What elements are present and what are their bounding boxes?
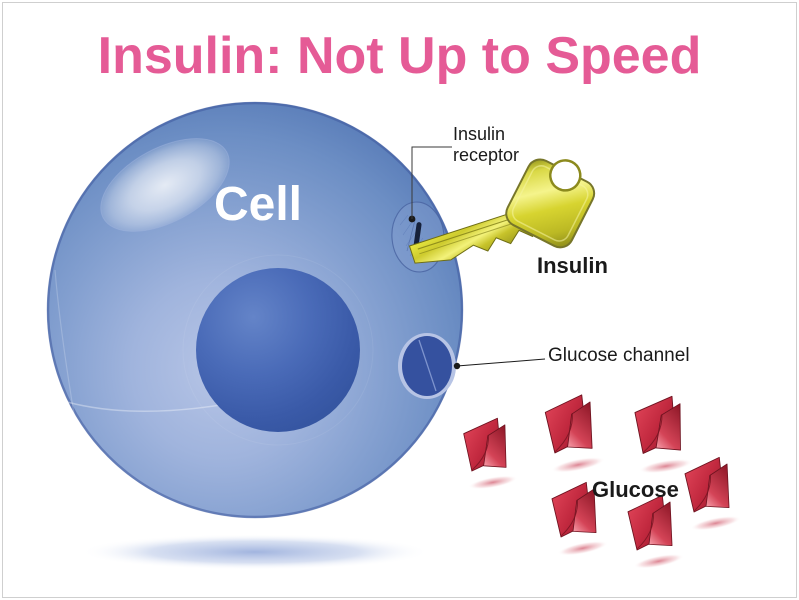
svg-text:Cell: Cell (214, 178, 302, 231)
